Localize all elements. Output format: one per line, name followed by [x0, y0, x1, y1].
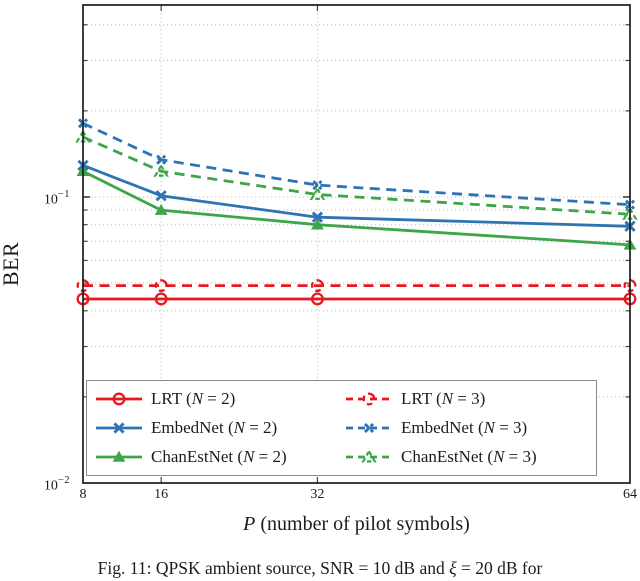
- legend: LRT (N = 2) LRT (N = 3) EmbedNet (N = 2) Em…: [86, 380, 597, 476]
- y-tick-label: 10−2: [43, 475, 70, 494]
- series-line-chanestnet-n2: [82, 170, 631, 247]
- dashed-circle-marker-icon: [362, 392, 376, 406]
- x-tick-label: 16: [154, 487, 169, 502]
- text-segment: EmbedNet (: [401, 418, 484, 437]
- circle-marker-icon: [112, 392, 126, 406]
- x-marker-icon: [156, 154, 167, 165]
- legend-label: LRT (N = 2): [151, 389, 235, 409]
- legend-item-embednet-n2: EmbedNet (N = 2): [95, 414, 345, 443]
- legend-sample: [96, 392, 142, 406]
- text-segment: = 3): [453, 389, 486, 408]
- text-segment: N: [441, 389, 454, 408]
- legend-label: ChanEstNet (N = 3): [401, 447, 537, 467]
- text-segment: ξ: [449, 558, 457, 578]
- dashed-circle-marker-icon: [154, 279, 168, 293]
- legend-label: LRT (N = 3): [401, 389, 485, 409]
- text-segment: LRT (: [151, 389, 192, 408]
- x-marker-icon: [113, 422, 125, 434]
- dashed-circle-marker-icon: [623, 279, 637, 293]
- text-segment: P: [243, 513, 256, 535]
- legend-sample: [346, 422, 392, 434]
- legend-item-embednet-n3: EmbedNet (N = 3): [345, 414, 588, 443]
- triangle-marker-icon: [311, 218, 324, 230]
- text-segment: = 2): [244, 418, 278, 437]
- triangle-marker-icon: [361, 449, 377, 463]
- x-marker-icon: [311, 211, 324, 223]
- triangle-marker-icon: [112, 450, 126, 462]
- figure-caption: Fig. 11: QPSK ambient source, SNR = 10 d…: [0, 555, 640, 581]
- legend-label: EmbedNet (N = 3): [401, 418, 527, 438]
- legend-sample: [96, 450, 142, 462]
- legend-item-lrt-n2: LRT (N = 2): [95, 385, 345, 414]
- x-marker-icon: [312, 180, 323, 191]
- circle-marker-icon: [310, 292, 324, 306]
- x-marker-icon: [155, 190, 167, 202]
- legend-item-chanestnet-n3: ChanEstNet (N = 3): [345, 443, 588, 472]
- legend-label: ChanEstNet (N = 2): [151, 447, 287, 467]
- text-segment: LRT (: [401, 389, 442, 408]
- x-tick-label: 8: [79, 487, 87, 502]
- x-tick-label: 64: [623, 487, 637, 502]
- dashed-circle-marker-icon: [310, 279, 324, 293]
- triangle-marker-icon: [153, 163, 169, 177]
- legend-sample: [346, 392, 392, 406]
- dashed-circle-marker-icon: [76, 279, 90, 293]
- text-segment: = 20 dB for: [456, 558, 543, 578]
- legend-sample: [96, 422, 142, 434]
- text-segment: EmbedNet (: [151, 418, 234, 437]
- text-segment: (number of pilot symbols): [255, 513, 470, 535]
- series-line-embednet-n2: [82, 163, 631, 228]
- text-segment: N: [493, 447, 505, 466]
- triangle-marker-icon: [154, 203, 168, 215]
- circle-marker-icon: [154, 292, 168, 306]
- text-segment: = 2): [254, 447, 287, 466]
- text-segment: = 3): [494, 418, 528, 437]
- x-tick-label: 32: [310, 487, 325, 502]
- text-segment: N: [243, 447, 255, 466]
- text-segment: = 3): [504, 447, 537, 466]
- series-line-chanestnet-n3: [82, 135, 631, 216]
- text-segment: = 2): [203, 389, 236, 408]
- y-tick-label: 10−1: [43, 188, 70, 208]
- text-segment: ChanEstNet (: [401, 447, 494, 466]
- legend-sample: [346, 449, 392, 463]
- legend-item-chanestnet-n2: ChanEstNet (N = 2): [95, 443, 345, 472]
- series-line-embednet-n3: [82, 122, 631, 207]
- text-segment: ChanEstNet (: [151, 447, 244, 466]
- text-segment: N: [191, 389, 204, 408]
- x-axis-label: P (number of pilot symbols): [83, 513, 630, 536]
- legend-item-lrt-n3: LRT (N = 3): [345, 385, 588, 414]
- y-axis-label: BER: [0, 241, 23, 287]
- text-segment: N: [483, 418, 495, 437]
- text-segment: Fig. 11: QPSK ambient source, SNR = 10 d…: [97, 558, 450, 578]
- triangle-marker-icon: [309, 186, 326, 201]
- text-segment: N: [233, 418, 245, 437]
- legend-label: EmbedNet (N = 2): [151, 418, 277, 438]
- plot-border: [82, 4, 631, 484]
- x-marker-icon: [363, 422, 375, 434]
